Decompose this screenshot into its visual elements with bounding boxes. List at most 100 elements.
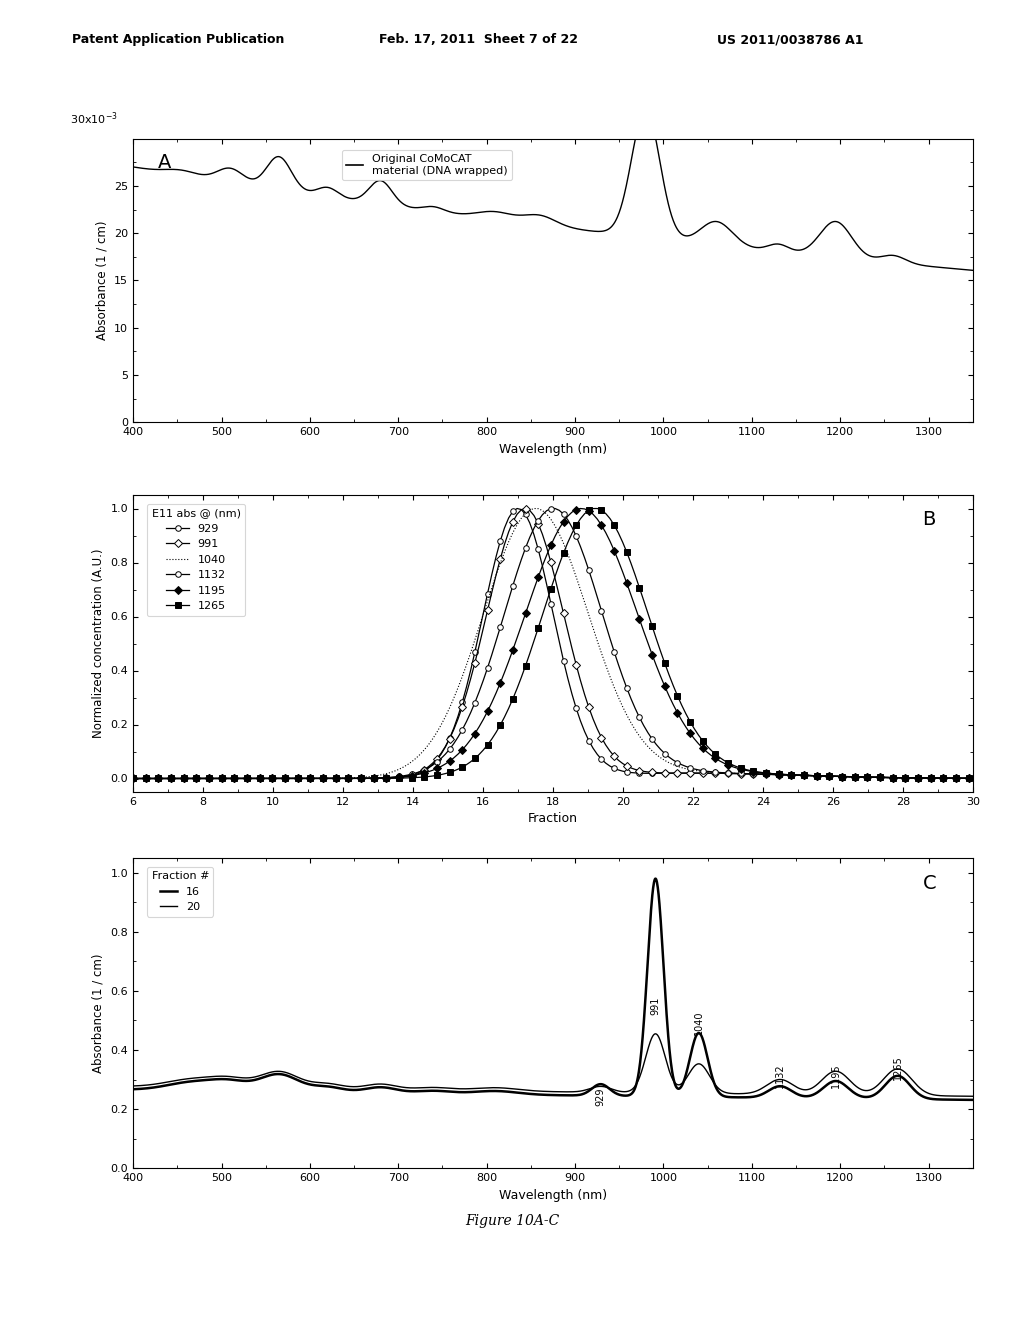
X-axis label: Fraction: Fraction bbox=[528, 812, 578, 825]
Text: Patent Application Publication: Patent Application Publication bbox=[72, 33, 284, 46]
Line: 1132: 1132 bbox=[130, 506, 976, 781]
X-axis label: Wavelength (nm): Wavelength (nm) bbox=[499, 442, 607, 455]
991 bbox=[283, 771, 295, 787]
929 bbox=[511, 500, 523, 516]
Text: US 2011/0038786 A1: US 2011/0038786 A1 bbox=[717, 33, 863, 46]
Line: 1195: 1195 bbox=[130, 506, 976, 781]
20 bbox=[536, 1084, 548, 1100]
Line: 929: 929 bbox=[130, 506, 976, 781]
1132 bbox=[127, 771, 139, 787]
Line: 20: 20 bbox=[133, 1034, 973, 1096]
1040 bbox=[177, 771, 189, 787]
Text: Feb. 17, 2011  Sheet 7 of 22: Feb. 17, 2011 Sheet 7 of 22 bbox=[379, 33, 578, 46]
1195 bbox=[929, 770, 941, 785]
929 bbox=[899, 770, 911, 785]
1195 bbox=[283, 771, 295, 787]
929 bbox=[127, 771, 139, 787]
991 bbox=[127, 771, 139, 787]
Line: 16: 16 bbox=[133, 879, 973, 1100]
Text: 1040: 1040 bbox=[694, 1011, 703, 1035]
1132 bbox=[161, 771, 173, 787]
1040 bbox=[350, 770, 362, 785]
929 bbox=[161, 771, 173, 787]
X-axis label: Wavelength (nm): Wavelength (nm) bbox=[499, 1188, 607, 1201]
20 bbox=[170, 1073, 182, 1089]
1195 bbox=[127, 771, 139, 787]
929 bbox=[177, 771, 189, 787]
20 bbox=[649, 1026, 662, 1041]
1132 bbox=[350, 771, 362, 787]
20 bbox=[943, 1088, 955, 1104]
1040 bbox=[527, 500, 540, 516]
16 bbox=[170, 1076, 182, 1092]
991 bbox=[899, 770, 911, 785]
16 bbox=[788, 1085, 801, 1101]
Text: 929: 929 bbox=[596, 1088, 605, 1106]
1132 bbox=[283, 771, 295, 787]
1040 bbox=[161, 771, 173, 787]
16 bbox=[127, 1081, 139, 1097]
16 bbox=[649, 871, 662, 887]
1132 bbox=[549, 500, 561, 516]
1265 bbox=[591, 500, 603, 516]
Line: 1265: 1265 bbox=[130, 506, 976, 781]
1132 bbox=[177, 771, 189, 787]
Legend: 16, 20: 16, 20 bbox=[147, 867, 213, 916]
Y-axis label: Absorbance (1 / cm): Absorbance (1 / cm) bbox=[92, 953, 104, 1073]
1265 bbox=[350, 771, 362, 787]
Text: 1132: 1132 bbox=[775, 1064, 785, 1089]
1265 bbox=[283, 771, 295, 787]
1132 bbox=[967, 771, 979, 787]
1195 bbox=[350, 771, 362, 787]
1040 bbox=[127, 771, 139, 787]
20 bbox=[967, 1088, 979, 1104]
1265 bbox=[161, 771, 173, 787]
Legend: Original CoMoCAT
material (DNA wrapped): Original CoMoCAT material (DNA wrapped) bbox=[342, 150, 512, 181]
1040 bbox=[283, 771, 295, 787]
1040 bbox=[899, 770, 911, 785]
1195 bbox=[899, 770, 911, 785]
1132 bbox=[899, 770, 911, 785]
16 bbox=[943, 1092, 955, 1107]
991 bbox=[519, 500, 531, 516]
20 bbox=[513, 1081, 525, 1097]
Line: 991: 991 bbox=[130, 506, 976, 781]
1265 bbox=[177, 771, 189, 787]
16 bbox=[967, 1092, 979, 1107]
1265 bbox=[899, 770, 911, 785]
16 bbox=[513, 1085, 525, 1101]
991 bbox=[161, 771, 173, 787]
Text: 991: 991 bbox=[650, 997, 660, 1015]
Text: B: B bbox=[923, 510, 936, 529]
991 bbox=[929, 770, 941, 785]
Text: A: A bbox=[159, 153, 172, 172]
Text: 30x10$^{-3}$: 30x10$^{-3}$ bbox=[70, 111, 118, 127]
1265 bbox=[967, 771, 979, 787]
929 bbox=[350, 771, 362, 787]
1195 bbox=[967, 771, 979, 787]
991 bbox=[967, 771, 979, 787]
1195 bbox=[574, 500, 587, 516]
1265 bbox=[127, 771, 139, 787]
1265 bbox=[929, 770, 941, 785]
929 bbox=[929, 770, 941, 785]
1195 bbox=[177, 771, 189, 787]
929 bbox=[283, 771, 295, 787]
991 bbox=[350, 771, 362, 787]
1195 bbox=[161, 771, 173, 787]
991 bbox=[177, 771, 189, 787]
929 bbox=[967, 771, 979, 787]
Y-axis label: Absorbance (1 / cm): Absorbance (1 / cm) bbox=[95, 220, 109, 341]
Y-axis label: Normalized concentration (A.U.): Normalized concentration (A.U.) bbox=[92, 549, 104, 738]
Legend: 929, 991, 1040, 1132, 1195, 1265: 929, 991, 1040, 1132, 1195, 1265 bbox=[147, 503, 245, 615]
Text: Figure 10A-C: Figure 10A-C bbox=[465, 1214, 559, 1228]
20 bbox=[127, 1078, 139, 1094]
Text: 1195: 1195 bbox=[830, 1064, 841, 1089]
16 bbox=[536, 1086, 548, 1102]
Text: C: C bbox=[923, 874, 936, 892]
16 bbox=[942, 1092, 954, 1107]
20 bbox=[788, 1078, 801, 1094]
1132 bbox=[929, 770, 941, 785]
Text: 1265: 1265 bbox=[893, 1055, 903, 1080]
20 bbox=[942, 1088, 954, 1104]
